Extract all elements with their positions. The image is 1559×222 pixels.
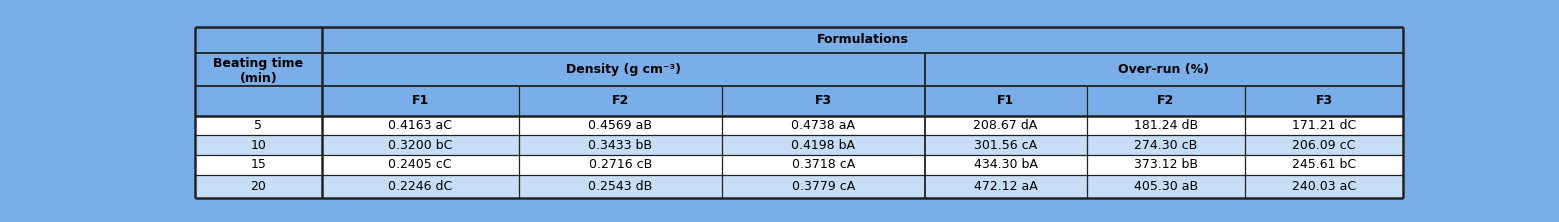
- Text: 0.2405 cC: 0.2405 cC: [388, 158, 452, 171]
- Text: 0.2246 dC: 0.2246 dC: [388, 180, 452, 192]
- Text: 0.3718 cA: 0.3718 cA: [792, 158, 854, 171]
- Bar: [1087, 155, 1244, 174]
- Bar: [321, 53, 924, 86]
- Text: 0.4738 aA: 0.4738 aA: [790, 119, 856, 132]
- Text: Formulations: Formulations: [817, 33, 909, 46]
- Text: 301.56 cA: 301.56 cA: [974, 139, 1037, 152]
- Text: 20: 20: [251, 180, 267, 192]
- Bar: [519, 86, 722, 115]
- Bar: [924, 115, 1087, 135]
- Text: 0.3200 bC: 0.3200 bC: [388, 139, 452, 152]
- Text: 0.3433 bB: 0.3433 bB: [588, 139, 652, 152]
- Bar: [722, 135, 924, 155]
- Bar: [195, 135, 321, 155]
- Text: 5: 5: [254, 119, 262, 132]
- Bar: [195, 174, 321, 198]
- Text: 274.30 cB: 274.30 cB: [1133, 139, 1197, 152]
- Bar: [1244, 174, 1403, 198]
- Bar: [321, 135, 519, 155]
- Text: F3: F3: [815, 94, 831, 107]
- Bar: [1087, 115, 1244, 135]
- Text: F1: F1: [996, 94, 1015, 107]
- Text: 171.21 dC: 171.21 dC: [1292, 119, 1356, 132]
- Bar: [519, 135, 722, 155]
- Bar: [1087, 86, 1244, 115]
- Bar: [1087, 135, 1244, 155]
- Text: F2: F2: [1157, 94, 1174, 107]
- Text: 0.4569 aB: 0.4569 aB: [588, 119, 652, 132]
- Bar: [321, 27, 1403, 53]
- Text: Over-run (%): Over-run (%): [1118, 63, 1210, 76]
- Bar: [1244, 135, 1403, 155]
- Text: 0.4198 bA: 0.4198 bA: [790, 139, 856, 152]
- Bar: [1244, 155, 1403, 174]
- Text: 472.12 aA: 472.12 aA: [974, 180, 1037, 192]
- Bar: [519, 174, 722, 198]
- Bar: [924, 174, 1087, 198]
- Bar: [1244, 115, 1403, 135]
- Bar: [722, 155, 924, 174]
- Bar: [924, 86, 1087, 115]
- Bar: [1087, 174, 1244, 198]
- Text: 10: 10: [251, 139, 267, 152]
- Bar: [321, 115, 519, 135]
- Bar: [924, 53, 1403, 86]
- Bar: [519, 115, 722, 135]
- Bar: [1244, 86, 1403, 115]
- Bar: [195, 155, 321, 174]
- Text: 206.09 cC: 206.09 cC: [1292, 139, 1356, 152]
- Text: 181.24 dB: 181.24 dB: [1133, 119, 1197, 132]
- Text: 0.3779 cA: 0.3779 cA: [792, 180, 854, 192]
- Bar: [195, 27, 1403, 115]
- Text: F3: F3: [1316, 94, 1333, 107]
- Text: 434.30 bA: 434.30 bA: [974, 158, 1038, 171]
- Bar: [195, 115, 321, 135]
- Bar: [722, 86, 924, 115]
- Bar: [924, 155, 1087, 174]
- Text: F2: F2: [611, 94, 628, 107]
- Bar: [924, 135, 1087, 155]
- Bar: [321, 174, 519, 198]
- Bar: [321, 86, 519, 115]
- Text: 208.67 dA: 208.67 dA: [973, 119, 1038, 132]
- Text: 373.12 bB: 373.12 bB: [1133, 158, 1197, 171]
- Text: 245.61 bC: 245.61 bC: [1292, 158, 1356, 171]
- Text: 0.2716 cB: 0.2716 cB: [589, 158, 652, 171]
- Bar: [722, 115, 924, 135]
- Text: Beating time
(min): Beating time (min): [214, 57, 304, 85]
- Bar: [722, 174, 924, 198]
- Text: Density (g cm⁻³): Density (g cm⁻³): [566, 63, 681, 76]
- Text: F1: F1: [412, 94, 429, 107]
- Text: 240.03 aC: 240.03 aC: [1292, 180, 1356, 192]
- Text: 0.4163 aC: 0.4163 aC: [388, 119, 452, 132]
- Bar: [519, 155, 722, 174]
- Bar: [321, 155, 519, 174]
- Bar: [195, 27, 321, 115]
- Text: 405.30 aB: 405.30 aB: [1133, 180, 1197, 192]
- Text: 15: 15: [251, 158, 267, 171]
- Text: 0.2543 dB: 0.2543 dB: [588, 180, 652, 192]
